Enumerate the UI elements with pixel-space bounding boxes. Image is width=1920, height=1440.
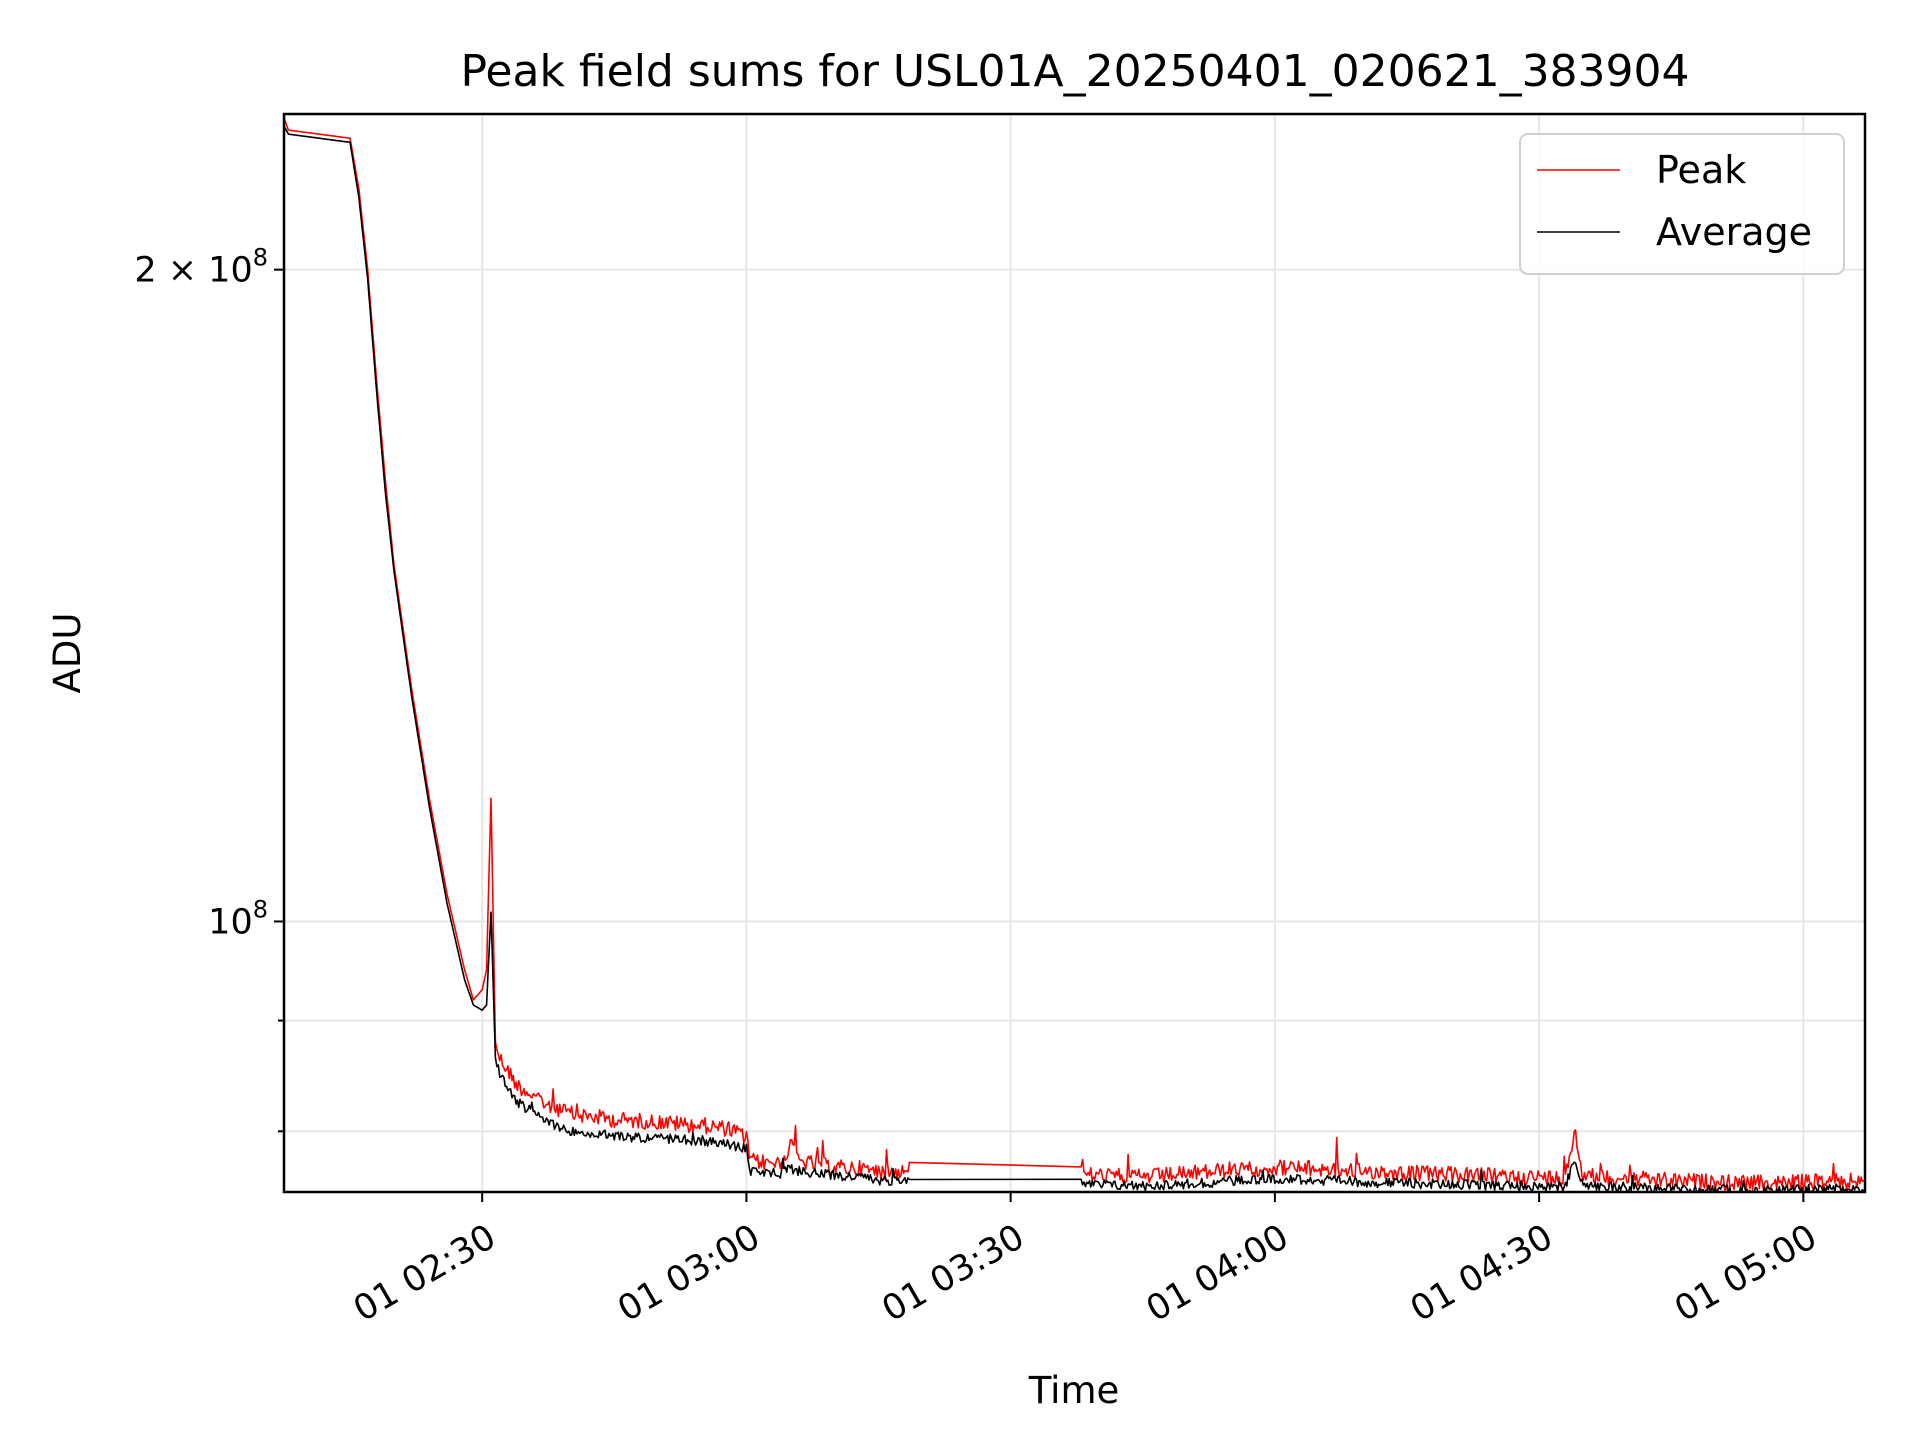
y-tick-label-base: 2 × 10 bbox=[134, 251, 252, 291]
series-line-average bbox=[284, 125, 1865, 1192]
legend-box bbox=[1519, 133, 1845, 275]
legend-label-average: Average bbox=[1656, 210, 1812, 254]
y-tick-label-exponent: 8 bbox=[253, 244, 268, 272]
y-tick-label-exponent: 8 bbox=[253, 895, 268, 923]
y-tick-label-base: 10 bbox=[208, 902, 253, 942]
legend-label-peak: Peak bbox=[1656, 148, 1746, 192]
plot-frame bbox=[282, 112, 1867, 1194]
plot-area bbox=[284, 117, 1865, 1192]
series-line-peak bbox=[284, 117, 1865, 1192]
legend: Peak Average bbox=[1519, 133, 1845, 275]
y-tick-label: 108 bbox=[208, 895, 268, 942]
chart-title: Peak field sums for USL01A_20250401_0206… bbox=[460, 46, 1689, 97]
y-axis-label: ADU bbox=[46, 613, 89, 694]
x-axis-label: Time bbox=[1028, 1369, 1120, 1412]
y-tick-label: 2 × 108 bbox=[134, 244, 268, 291]
